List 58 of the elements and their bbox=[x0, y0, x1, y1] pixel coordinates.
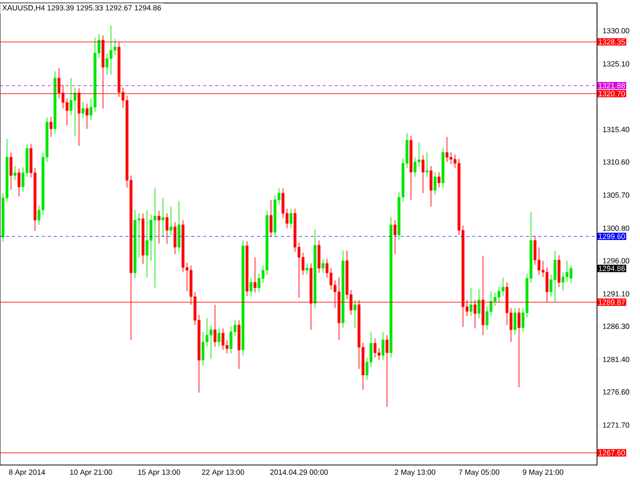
candlestick bbox=[374, 338, 376, 358]
candlestick bbox=[254, 256, 256, 293]
candlestick bbox=[322, 258, 324, 274]
candlestick bbox=[502, 277, 504, 296]
candlestick bbox=[478, 288, 480, 319]
candlestick bbox=[82, 101, 84, 118]
candlestick bbox=[438, 172, 440, 188]
candlestick bbox=[214, 304, 216, 347]
candlestick bbox=[558, 254, 560, 288]
candlestick bbox=[290, 208, 292, 229]
candlestick bbox=[394, 220, 396, 254]
candlestick bbox=[318, 240, 320, 274]
candlestick bbox=[154, 188, 156, 288]
candlestick bbox=[202, 331, 204, 366]
candlestick bbox=[566, 260, 568, 282]
candlestick bbox=[306, 263, 308, 276]
candlestick bbox=[222, 328, 224, 350]
candlestick bbox=[450, 152, 452, 164]
candlestick bbox=[562, 272, 564, 292]
candlestick bbox=[170, 206, 172, 236]
candlestick bbox=[174, 222, 176, 254]
candlestick bbox=[162, 197, 164, 238]
candlestick bbox=[554, 250, 556, 302]
candlestick bbox=[178, 200, 180, 252]
candlestick bbox=[426, 152, 428, 178]
candlestick bbox=[110, 24, 112, 76]
candlestick bbox=[230, 326, 232, 354]
candlestick bbox=[158, 210, 160, 244]
candlestick bbox=[382, 331, 384, 360]
candlestick bbox=[106, 53, 108, 76]
candlestick bbox=[74, 87, 76, 136]
candlestick bbox=[258, 273, 260, 293]
candlestick bbox=[210, 324, 212, 360]
candlestick bbox=[354, 300, 356, 329]
candlestick bbox=[514, 308, 516, 335]
candlestick bbox=[250, 277, 252, 296]
candlestick bbox=[386, 334, 388, 408]
candlestick bbox=[10, 152, 12, 190]
candlestick bbox=[114, 38, 116, 56]
candlestick bbox=[146, 210, 148, 278]
candlestick bbox=[430, 166, 432, 207]
candlestick bbox=[14, 166, 16, 181]
candlestick bbox=[414, 156, 416, 178]
candlestick bbox=[470, 287, 472, 317]
candlestick bbox=[518, 308, 520, 388]
candlestick bbox=[166, 213, 168, 244]
candlestick bbox=[50, 116, 52, 138]
candlestick bbox=[434, 172, 436, 196]
candlestick bbox=[446, 136, 448, 162]
candlestick bbox=[86, 103, 88, 130]
candlestick bbox=[570, 264, 572, 284]
candlestick bbox=[150, 214, 152, 262]
candlestick bbox=[18, 168, 20, 197]
candlestick bbox=[422, 154, 424, 194]
candlestick bbox=[498, 286, 500, 302]
candlestick bbox=[70, 78, 72, 116]
candlestick bbox=[218, 328, 220, 347]
candlestick bbox=[270, 199, 272, 238]
